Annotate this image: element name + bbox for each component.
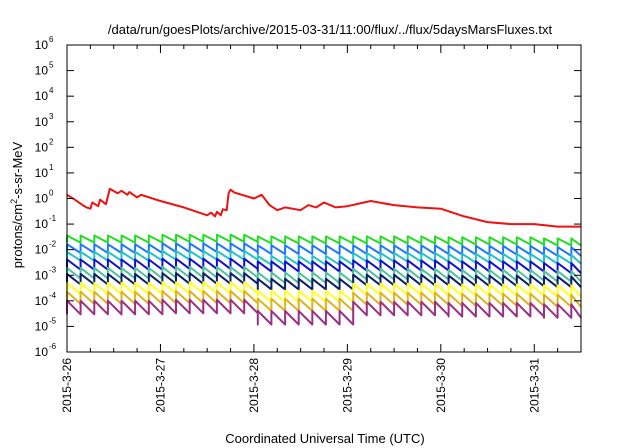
y-tick-label: 10 [35, 294, 49, 308]
x-tick-label: 2015-3-30 [434, 358, 448, 413]
y-tick-exponent: 4 [49, 86, 54, 95]
y-tick-label: 10 [35, 268, 49, 282]
y-tick-exponent: -4 [49, 291, 57, 300]
y-tick-exponent: -6 [49, 342, 57, 351]
y-tick-label: 10 [35, 64, 49, 78]
series-layer [66, 187, 582, 326]
y-tick-exponent: 5 [49, 61, 54, 70]
y-tick-exponent: 6 [49, 35, 54, 44]
y-axis-title: protons/cm2-s-sr-MeV [9, 141, 25, 268]
y-tick-label: 10 [35, 243, 49, 257]
x-tick-label: 2015-3-29 [340, 358, 354, 413]
series-line-9 [66, 290, 582, 312]
y-tick-label: 10 [35, 319, 49, 333]
y-axis-title-superscript: 2 [9, 199, 19, 204]
y-axis-title-part: protons/cm [10, 204, 25, 268]
y-tick-exponent: -1 [49, 214, 57, 223]
series-line-5 [66, 257, 582, 275]
series-line-2 [66, 233, 582, 247]
x-tick-label: 2015-3-27 [153, 358, 167, 413]
x-axis-ticks: 2015-3-26 2015-3-27 2015-3-28 2015-3-29 2015… [60, 45, 559, 413]
y-tick-label: 10 [35, 89, 49, 103]
series-line-6 [66, 266, 582, 284]
y-tick-label: 10 [35, 192, 49, 206]
y-tick-label: 10 [35, 38, 49, 52]
y-tick-label: 10 [35, 217, 49, 231]
x-tick-label: 2015-3-26 [60, 358, 74, 413]
y-axis-ticks: 10 -610 -510 -410 -310 -210 -110 010 110 210 310 41… [35, 35, 581, 359]
x-axis-title: Coordinated Universal Time (UTC) [225, 431, 424, 446]
y-tick-label: 10 [35, 345, 49, 359]
x-tick-label: 2015-3-31 [527, 358, 541, 413]
series-line-1 [66, 187, 581, 228]
y-tick-exponent: 3 [49, 112, 54, 121]
y-tick-label: 10 [35, 140, 49, 154]
y-tick-exponent: -2 [49, 240, 57, 249]
y-tick-exponent: -3 [49, 265, 57, 274]
x-tick-label: 2015-3-28 [247, 358, 261, 413]
y-tick-exponent: -5 [49, 316, 57, 325]
y-tick-label: 10 [35, 115, 49, 129]
y-tick-exponent: 1 [49, 163, 54, 172]
y-axis-title-part: -s-sr-MeV [10, 141, 25, 198]
y-tick-exponent: 2 [49, 137, 54, 146]
series-line-7 [66, 272, 582, 291]
series-line-10 [66, 298, 582, 326]
y-tick-label: 10 [35, 166, 49, 180]
series-line-3 [66, 242, 582, 257]
y-axis-title-text: protons/cm2-s-sr-MeV [9, 141, 25, 268]
chart-title: /data/run/goesPlots/archive/2015-03-31/1… [108, 22, 553, 37]
y-tick-exponent: 0 [49, 189, 54, 198]
series-line-8 [66, 281, 582, 303]
